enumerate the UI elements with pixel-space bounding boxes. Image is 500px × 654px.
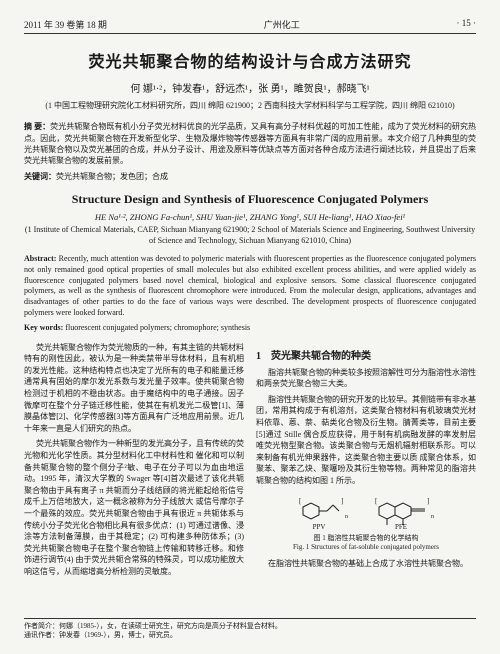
body-columns: 荧光共轭聚合物作为荧光物质的一种，有其主链的共轭材料特有的刚性因此，被认为是一种… bbox=[24, 342, 476, 582]
abstract-en-label: Abstract: bbox=[24, 254, 59, 263]
svg-text:]: ] bbox=[427, 497, 429, 505]
abstract-chinese: 摘 要：荧光共轭聚合物既有机小分子荧光材料优良的光学品质，又具有高分子材料优越的… bbox=[24, 121, 476, 166]
right-paragraph-2: 脂溶性共轭聚合物的研究开发的比较早。其侧链带有非水基团，常用其构成于有机溶剂，这… bbox=[256, 394, 476, 487]
authors-english: HE Na¹·², ZHONG Fa-chun¹, SHU Yuan-jie¹,… bbox=[24, 212, 476, 222]
figure-1-caption-cn: 图 1 脂溶性共轭聚合物的化学结构 bbox=[256, 534, 476, 543]
left-paragraph-2: 荧光共轭聚合物作为一种新型的发光高分子，且有传统的荧光物和光化学性质。其分型材料… bbox=[24, 438, 244, 577]
keywords-cn-label: 关键词： bbox=[24, 172, 56, 181]
affiliation-english: (1 Institute of Chemical Materials, CAEP… bbox=[24, 225, 476, 246]
keywords-chinese: 关键词：荧光共轭聚合物；发色团；合成 bbox=[24, 171, 476, 182]
left-paragraph-1: 荧光共轭聚合物作为荧光物质的一种，有其主链的共轭材料特有的刚性因此，被认为是一种… bbox=[24, 342, 244, 435]
footer-line-2: 通讯作者：钟发春（1969-），男，博士，研究员。 bbox=[24, 631, 476, 640]
title-chinese: 荧光共轭聚合物的结构设计与合成方法研究 bbox=[24, 48, 476, 72]
keywords-english: Key words: fluorescent conjugated polyme… bbox=[24, 323, 476, 332]
abstract-en-text: Recently, much attention was devoted to … bbox=[24, 254, 476, 317]
svg-text:[: [ bbox=[299, 497, 302, 505]
authors-chinese: 何 娜¹·²，钟发春¹，舒远杰¹，张 勇¹，雎贺良¹，郝晓飞¹ bbox=[24, 80, 476, 95]
header-left: 2011 年 39 卷第 18 期 bbox=[24, 18, 107, 31]
svg-text:n: n bbox=[345, 514, 348, 520]
section-1-title: 1 荧光聚共轭合物的种类 bbox=[256, 347, 476, 362]
right-paragraph-3: 在脂溶性共轭聚合物的基础上合成了水溶性共轭聚合物。 bbox=[256, 558, 476, 570]
right-paragraph-1: 脂溶共轭聚合物的种类较多按照溶解性可分为脂溶性水溶性和两亲荧光聚合物三大类。 bbox=[256, 367, 476, 390]
keywords-en-text: fluorescent conjugated polymers; chromop… bbox=[65, 323, 250, 332]
keywords-cn-text: 荧光共轭聚合物；发色团；合成 bbox=[56, 172, 168, 181]
figure-1-caption-en: Fig. 1 Structures of fat-soluble conjuga… bbox=[256, 543, 476, 552]
header-right: · 15 · bbox=[457, 18, 477, 31]
affiliation-chinese: (1 中国工程物理研究院化工材料研究所，四川 绵阳 621900；2 西南科技大… bbox=[24, 101, 476, 111]
title-english: Structure Design and Synthesis of Fluore… bbox=[24, 192, 476, 207]
abstract-cn-label: 摘 要： bbox=[24, 122, 50, 131]
abstract-cn-text: 荧光共轭聚合物既有机小分子荧光材料优良的光学品质，又具有高分子材料优越的可加工性… bbox=[24, 122, 476, 165]
right-column: 1 荧光聚共轭合物的种类 脂溶共轭聚合物的种类较多按照溶解性可分为脂溶性水溶性和… bbox=[256, 342, 476, 582]
page-footer: 作者简介：何娜（1985-），女，在读硕士研究生，研究方向是高分子材料复合材料。… bbox=[24, 618, 476, 640]
footer-line-1: 作者简介：何娜（1985-），女，在读硕士研究生，研究方向是高分子材料复合材料。 bbox=[24, 622, 476, 631]
fig-label-pfe: PFE bbox=[395, 523, 407, 531]
keywords-en-label: Key words: bbox=[24, 323, 65, 332]
page-header: 2011 年 39 卷第 18 期 广州化工 · 15 · bbox=[24, 18, 476, 34]
abstract-english: Abstract: Recently, much attention was d… bbox=[24, 254, 476, 319]
figure-1: [ ] n [ ] n PPV PFE 图 1 脂溶性共轭聚合物的化学 bbox=[256, 493, 476, 552]
fig-label-ppv: PPV bbox=[313, 523, 326, 531]
svg-text:]: ] bbox=[341, 497, 343, 505]
header-center: 广州化工 bbox=[264, 18, 300, 31]
left-column: 荧光共轭聚合物作为荧光物质的一种，有其主链的共轭材料特有的刚性因此，被认为是一种… bbox=[24, 342, 244, 582]
figure-1-svg: [ ] n [ ] n PPV PFE bbox=[291, 493, 441, 531]
svg-text:n: n bbox=[431, 514, 434, 520]
svg-text:[: [ bbox=[375, 497, 378, 505]
